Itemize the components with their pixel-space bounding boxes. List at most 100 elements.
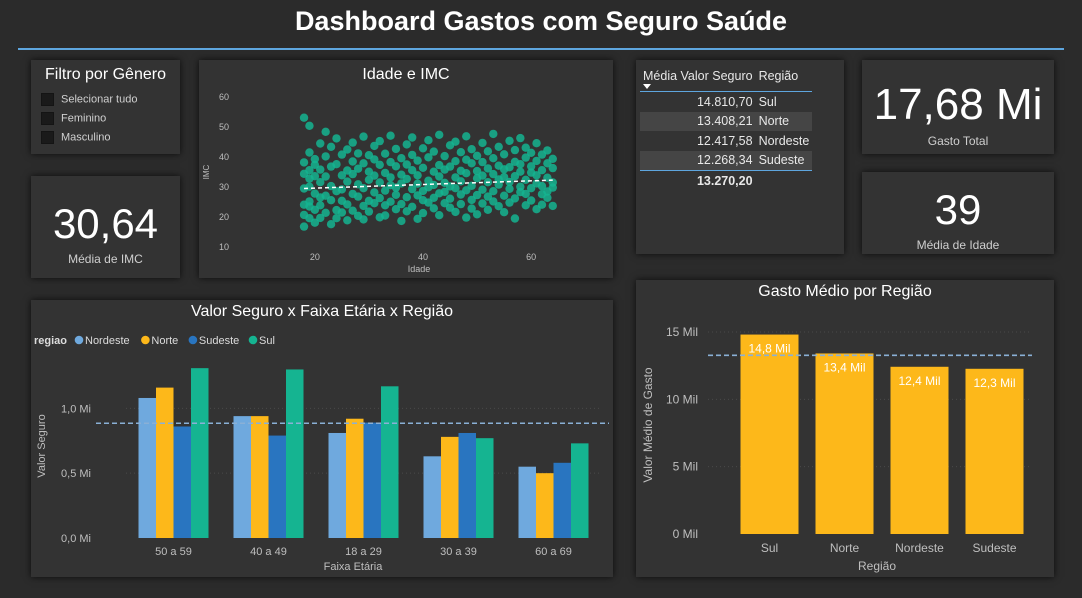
scatter-point — [370, 188, 379, 197]
table-header-region[interactable]: Região — [755, 66, 813, 92]
scatter-point — [462, 169, 471, 178]
bar — [965, 368, 1024, 534]
filter-option-select-all[interactable]: Selecionar tudo — [41, 93, 137, 107]
bar — [458, 432, 476, 538]
scatter-point — [386, 173, 395, 182]
sort-desc-icon[interactable] — [643, 83, 651, 89]
bar — [138, 397, 156, 538]
legend-marker — [141, 335, 150, 345]
checkbox-masculino[interactable] — [41, 131, 54, 144]
bar — [363, 422, 381, 538]
imc-kpi-value: 30,64 — [52, 200, 159, 247]
scatter-point — [456, 148, 466, 157]
filter-option-masculino[interactable]: Masculino — [41, 131, 111, 145]
scatter-point — [537, 181, 547, 191]
legend-label: Nordeste — [85, 335, 130, 347]
bar — [740, 334, 799, 534]
scatter-chart: 10 20 30 40 50 60 20 40 60 Idade IMC — [202, 92, 557, 274]
scatter-point — [499, 191, 509, 200]
scatter-point — [489, 187, 498, 196]
scatter-point — [440, 151, 449, 161]
scatter-point — [467, 204, 476, 213]
region-table-panel: Média Valor Seguro Região 14.810,70 Sul 1… — [636, 60, 844, 254]
scatter-point — [548, 154, 557, 163]
scatter-point — [548, 183, 557, 192]
scatter-point — [418, 163, 428, 172]
scatter-point — [532, 171, 541, 180]
scatter-point — [337, 185, 347, 194]
imc-kpi-card: 30,64 Média de IMC — [31, 176, 180, 278]
bar — [890, 366, 949, 534]
scatter-point — [370, 141, 379, 151]
scatter-point — [451, 157, 460, 166]
scatter-point — [467, 159, 476, 168]
scatter-point — [380, 211, 390, 220]
y-tick-label: 30 — [219, 182, 229, 192]
scatter-point — [407, 202, 417, 211]
y-tick-label: 5 Mil — [673, 460, 698, 474]
scatter-point — [505, 184, 514, 193]
checkbox-feminino[interactable] — [41, 112, 54, 125]
scatter-point — [478, 157, 487, 167]
x-tick-label: 60 a 69 — [535, 546, 572, 558]
table-row: 12.268,34 Sudeste — [640, 150, 813, 171]
scatter-point — [348, 206, 357, 215]
scatter-point — [370, 155, 379, 164]
scatter-point — [316, 139, 325, 148]
page-title: Dashboard Gastos com Seguro Saúde — [294, 6, 788, 36]
scatter-point — [499, 150, 509, 159]
scatter-point — [543, 146, 552, 155]
scatter-point — [386, 131, 395, 140]
scatter-point — [451, 137, 460, 146]
scatter-point — [440, 187, 449, 196]
scatter-point — [348, 157, 357, 166]
scatter-point — [489, 197, 498, 206]
scatter-point — [532, 156, 541, 166]
scatter-point — [375, 136, 384, 146]
scatter-point — [316, 201, 325, 210]
scatter-point — [380, 149, 390, 158]
scatter-point — [451, 184, 460, 193]
y-tick-label: 10 Mil — [666, 392, 698, 406]
scatter-point — [435, 211, 444, 220]
bar — [251, 416, 269, 538]
legend-marker — [74, 335, 84, 345]
scatter-point — [548, 163, 557, 173]
scatter-point — [343, 145, 352, 154]
total-kpi-value: 17,68 Mi — [873, 80, 1043, 129]
scatter-point — [326, 142, 336, 151]
scatter-point — [483, 164, 493, 173]
scatter-point — [402, 174, 411, 184]
scatter-point — [526, 196, 536, 205]
scatter-point — [402, 193, 411, 202]
scatter-point — [305, 166, 314, 175]
scatter-point — [526, 148, 536, 157]
scatter-point — [299, 222, 309, 231]
table-header-value[interactable]: Média Valor Seguro — [640, 66, 756, 92]
bar — [346, 418, 364, 538]
bar — [476, 438, 494, 538]
y-tick-label: 10 — [219, 242, 229, 252]
scatter-point — [332, 214, 341, 223]
y-tick-label: 15 Mil — [666, 325, 698, 339]
scatter-point — [305, 148, 314, 157]
y-tick-label: 20 — [219, 212, 229, 222]
scatter-point — [521, 201, 530, 210]
scatter-point — [375, 160, 384, 169]
scatter-point — [537, 200, 547, 209]
filter-option-feminino[interactable]: Feminino — [41, 112, 106, 126]
table-cell-region: Nordeste — [758, 133, 810, 148]
scatter-point — [445, 162, 455, 171]
scatter-point — [418, 144, 428, 153]
bar — [381, 386, 399, 538]
legend-marker — [188, 335, 198, 345]
x-tick-label: 40 a 49 — [250, 546, 287, 558]
data-label: 12,3 Mil — [973, 376, 1015, 390]
scatter-point — [467, 145, 476, 154]
x-tick-label: Norte — [830, 541, 860, 555]
total-kpi-label: Gasto Total — [927, 134, 989, 148]
scatter-point — [391, 144, 401, 154]
checkbox-select-all[interactable] — [41, 93, 54, 106]
scatter-point — [516, 133, 525, 143]
scatter-point — [526, 184, 536, 193]
